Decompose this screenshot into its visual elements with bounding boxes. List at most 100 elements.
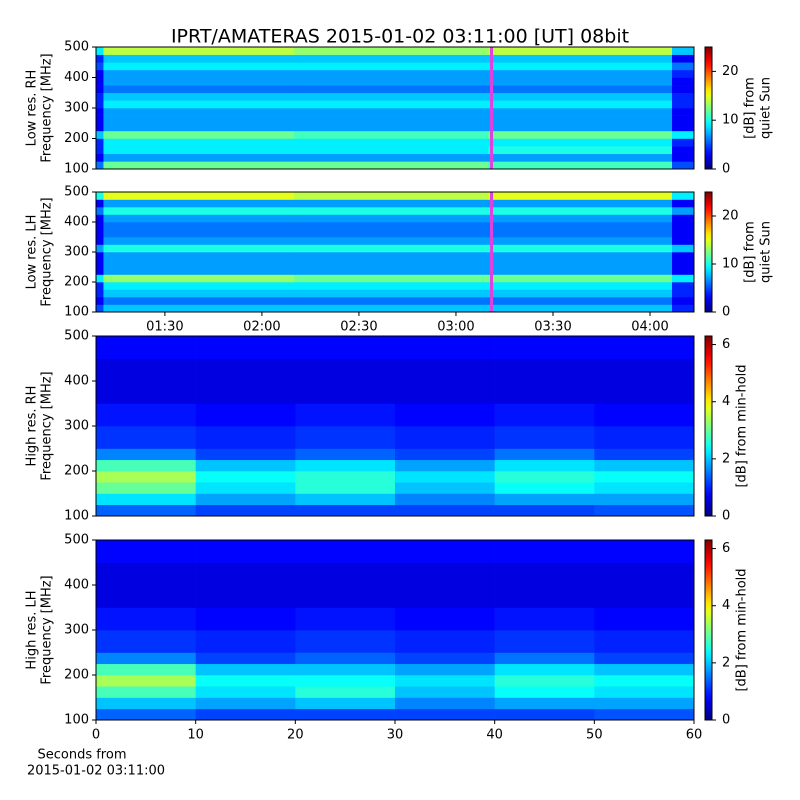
heatmap-cell bbox=[96, 244, 104, 253]
heatmap-cell bbox=[96, 54, 104, 63]
x-tick-label: 0 bbox=[92, 728, 100, 743]
heatmap-cell bbox=[294, 267, 489, 275]
heatmap-cell bbox=[672, 259, 695, 268]
x-tick-label: 10 bbox=[187, 728, 204, 743]
heatmap-cell bbox=[96, 289, 104, 298]
heatmap-cell bbox=[195, 471, 296, 483]
heatmap-cell bbox=[395, 426, 495, 449]
heatmap-cell bbox=[672, 304, 695, 313]
heatmap-cell bbox=[294, 115, 489, 124]
heatmap-cell bbox=[494, 426, 595, 449]
heatmap-cell bbox=[96, 153, 104, 162]
heatmap-cell bbox=[96, 62, 104, 71]
heatmap-cell bbox=[594, 708, 695, 721]
heatmap-cell bbox=[96, 304, 104, 313]
heatmap-cell bbox=[672, 161, 695, 170]
heatmap-cell bbox=[488, 222, 673, 230]
heatmap-cell bbox=[294, 297, 489, 305]
heatmap-cell bbox=[96, 630, 196, 653]
heatmap-cell bbox=[96, 482, 196, 494]
heatmap-cell bbox=[96, 69, 104, 78]
heatmap-cell bbox=[195, 585, 296, 608]
heatmap-cell bbox=[294, 100, 489, 109]
y-tick-label: 500 bbox=[64, 40, 89, 55]
heatmap-cell bbox=[395, 504, 495, 517]
y-tick-label: 500 bbox=[64, 329, 89, 344]
heatmap-cell bbox=[672, 77, 695, 86]
heatmap-cell bbox=[488, 92, 673, 101]
colorbar-tick-label: 0 bbox=[722, 305, 730, 320]
heatmap-cell bbox=[395, 675, 495, 687]
heatmap-cell bbox=[195, 697, 296, 710]
heatmap-cell bbox=[295, 482, 396, 494]
heatmap-cell bbox=[294, 199, 489, 208]
heatmap-cell bbox=[103, 100, 295, 109]
heatmap-cell bbox=[494, 663, 595, 676]
heatmap-cell bbox=[96, 161, 104, 170]
heatmap-cell bbox=[295, 663, 396, 676]
heatmap-cell bbox=[295, 504, 396, 517]
heatmap-cell bbox=[672, 192, 695, 200]
heatmap-cell bbox=[96, 585, 196, 608]
heatmap-cell bbox=[672, 274, 695, 283]
heatmap-cell bbox=[294, 229, 489, 238]
heatmap-cell bbox=[494, 652, 595, 665]
heatmap-cell bbox=[294, 289, 489, 298]
heatmap-cell bbox=[672, 69, 695, 78]
heatmap-cell bbox=[488, 77, 673, 86]
heatmap-cell bbox=[672, 297, 695, 305]
heatmap-cell bbox=[594, 459, 695, 472]
heatmap-cell bbox=[494, 336, 595, 359]
heatmap-cell bbox=[488, 153, 673, 162]
y-tick-label: 400 bbox=[64, 374, 89, 389]
heatmap-cell bbox=[103, 130, 295, 139]
heatmap-cell bbox=[103, 267, 295, 275]
heatmap-cell bbox=[96, 229, 104, 238]
colorbar-tick-label: 4 bbox=[722, 394, 730, 409]
heatmap-cell bbox=[195, 607, 296, 631]
heatmap-cell bbox=[96, 504, 196, 517]
heatmap-cell bbox=[395, 708, 495, 721]
heatmap-cell bbox=[96, 459, 196, 472]
y-axis-label: High res. RH bbox=[25, 386, 40, 467]
heatmap-cell bbox=[488, 289, 673, 298]
heatmap-cell bbox=[103, 138, 295, 147]
heatmap-cell bbox=[672, 282, 695, 290]
heatmap-cell bbox=[488, 297, 673, 305]
x-axis-label: 2015-01-02 03:11:00 bbox=[27, 764, 165, 779]
y-axis-label: Frequency [MHz] bbox=[40, 371, 55, 480]
heatmap-cell bbox=[195, 448, 296, 461]
heatmap-cell bbox=[494, 540, 595, 563]
heatmap-cell bbox=[103, 115, 295, 124]
colorbar-tick-label: 2 bbox=[722, 655, 730, 670]
heatmap-cell bbox=[494, 562, 595, 586]
heatmap-cell bbox=[96, 146, 104, 155]
heatmap-cell bbox=[594, 585, 695, 608]
y-tick-label: 400 bbox=[64, 70, 89, 85]
heatmap-cell bbox=[494, 675, 595, 687]
heatmap-cell bbox=[594, 652, 695, 665]
y-tick-label: 300 bbox=[64, 419, 89, 434]
heatmap-cell bbox=[103, 62, 295, 71]
heatmap-cell bbox=[103, 153, 295, 162]
heatmap-cell bbox=[488, 138, 673, 147]
heatmap-cell bbox=[195, 652, 296, 665]
heatmap-cell bbox=[594, 426, 695, 449]
heatmap-cell bbox=[488, 252, 673, 260]
x-tick-label: 40 bbox=[486, 728, 503, 743]
heatmap-cell bbox=[395, 459, 495, 472]
colorbar-tick-label: 10 bbox=[722, 257, 739, 272]
heatmap-cell bbox=[672, 222, 695, 230]
heatmap-cell bbox=[395, 336, 495, 359]
heatmap-cell bbox=[294, 274, 489, 283]
heatmap-cell bbox=[295, 381, 396, 404]
heatmap-cell bbox=[672, 252, 695, 260]
heatmap-cell bbox=[103, 222, 295, 230]
y-tick-label: 500 bbox=[64, 533, 89, 548]
heatmap-cell bbox=[395, 448, 495, 461]
heatmap-cell bbox=[295, 336, 396, 359]
colorbar-tick-label: 20 bbox=[722, 209, 739, 224]
heatmap-cell bbox=[96, 697, 196, 710]
heatmap-cell bbox=[103, 161, 295, 170]
heatmap-cell bbox=[96, 540, 196, 563]
